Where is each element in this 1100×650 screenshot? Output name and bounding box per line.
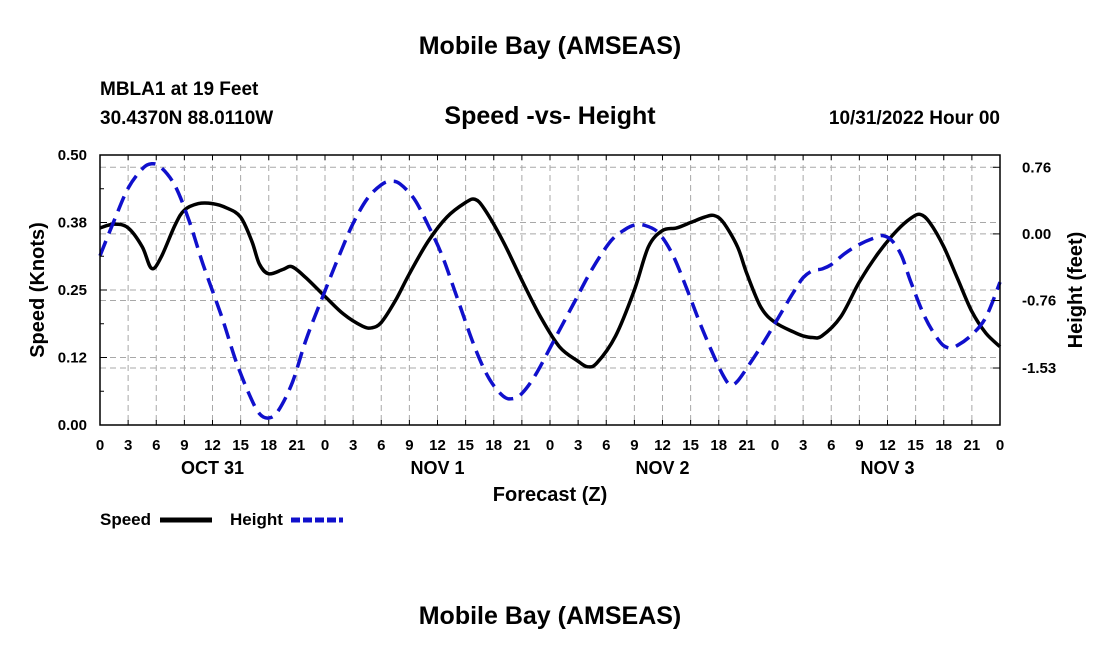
x-tick-label: 15 <box>682 437 699 454</box>
y-axis-right: 0.76 0.00 -0.76 -1.53 <box>993 159 1056 377</box>
legend-height-label: Height <box>230 510 283 529</box>
day-label: OCT 31 <box>181 458 244 478</box>
x-tick-label: 18 <box>935 437 952 454</box>
x-tick-label: 6 <box>827 437 835 454</box>
footer-title: Mobile Bay (AMSEAS) <box>419 602 682 630</box>
legend-speed-label: Speed <box>100 510 151 529</box>
x-axis-label: Forecast (Z) <box>493 484 607 506</box>
chart-title: Mobile Bay (AMSEAS) <box>419 32 682 60</box>
x-tick-label: 9 <box>855 437 863 454</box>
y-tick-label: 0.50 <box>58 147 87 164</box>
y-tick-label: 0.25 <box>58 282 87 299</box>
x-tick-label: 18 <box>260 437 277 454</box>
x-tick-label: 12 <box>429 437 446 454</box>
x-tick-label: 6 <box>602 437 610 454</box>
x-tick-label: 3 <box>574 437 582 454</box>
x-tick-label: 15 <box>457 437 474 454</box>
x-axis: 0 3 6 9 12 15 18 21 0 3 6 9 12 15 18 21 0 3 6 9 12 15 18 21 0 3 6 9… <box>96 155 1004 454</box>
legend: Speed Height <box>100 510 343 529</box>
x-tick-label: 0 <box>996 437 1004 454</box>
x-tick-label: 0 <box>321 437 329 454</box>
x-tick-label: 3 <box>799 437 807 454</box>
day-label: NOV 1 <box>410 458 464 478</box>
x-tick-label: 9 <box>405 437 413 454</box>
x-tick-label: 21 <box>289 437 306 454</box>
series-height-line <box>98 161 1002 420</box>
y-tick-label: 0.00 <box>58 417 87 434</box>
forecast-datetime: 10/31/2022 Hour 00 <box>829 108 1000 129</box>
x-tick-label: 3 <box>124 437 132 454</box>
series-speed-line <box>99 197 1002 369</box>
x-tick-label: 6 <box>152 437 160 454</box>
day-labels: OCT 31 NOV 1 NOV 2 NOV 3 <box>181 458 915 478</box>
y2-tick-label: -1.53 <box>1022 360 1056 377</box>
day-label: NOV 3 <box>860 458 914 478</box>
x-tick-label: 9 <box>630 437 638 454</box>
y-tick-label: 0.12 <box>58 350 87 367</box>
x-tick-label: 15 <box>232 437 249 454</box>
x-tick-label: 12 <box>879 437 896 454</box>
grid <box>100 155 1000 425</box>
x-tick-label: 0 <box>546 437 554 454</box>
y-axis-label: Speed (Knots) <box>27 222 49 358</box>
y2-tick-label: 0.76 <box>1022 159 1051 176</box>
x-tick-label: 3 <box>349 437 357 454</box>
y2-tick-label: -0.76 <box>1022 293 1056 310</box>
x-tick-label: 12 <box>204 437 221 454</box>
day-label: NOV 2 <box>635 458 689 478</box>
x-tick-label: 21 <box>964 437 981 454</box>
x-tick-label: 15 <box>907 437 924 454</box>
y2-axis-label: Height (feet) <box>1065 232 1087 349</box>
x-tick-label: 21 <box>514 437 531 454</box>
x-tick-label: 0 <box>771 437 779 454</box>
x-tick-label: 18 <box>485 437 502 454</box>
x-tick-label: 18 <box>710 437 727 454</box>
station-label: MBLA1 at 19 Feet <box>100 79 259 100</box>
y-axis-left: 0.00 0.12 0.25 0.38 0.50 <box>58 147 107 434</box>
series-group <box>98 161 1002 420</box>
x-tick-label: 6 <box>377 437 385 454</box>
x-tick-label: 21 <box>739 437 756 454</box>
x-tick-label: 12 <box>654 437 671 454</box>
y-tick-label: 0.38 <box>58 215 87 232</box>
x-tick-label: 0 <box>96 437 104 454</box>
x-tick-label: 9 <box>180 437 188 454</box>
y2-tick-label: 0.00 <box>1022 226 1051 243</box>
station-coords: 30.4370N 88.0110W <box>100 108 273 129</box>
chart-subtitle: Speed -vs- Height <box>444 102 656 130</box>
